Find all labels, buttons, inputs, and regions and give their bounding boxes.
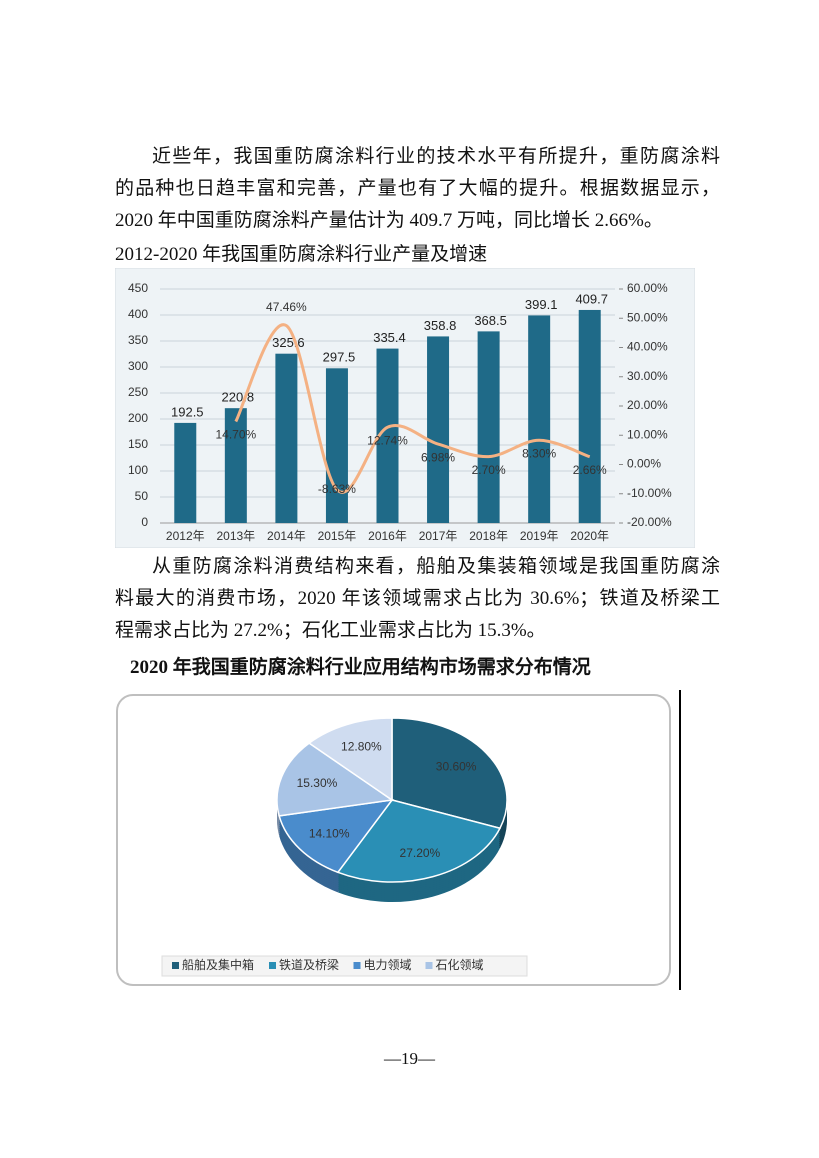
- y2-tick-label: -10.00%: [627, 486, 672, 500]
- bar: [578, 309, 601, 523]
- bar-label: 325.6: [272, 335, 305, 350]
- legend-label: 船舶及集中箱: [182, 957, 254, 972]
- bar-label: 358.8: [424, 318, 457, 333]
- line-label: 47.46%: [266, 300, 307, 314]
- pie-slice: [336, 799, 502, 883]
- pie-slice: [391, 717, 508, 830]
- line-label: 2.70%: [472, 463, 506, 477]
- paragraph-line: 程需求占比为 27.2%；石化工业需求占比为 15.3%。: [115, 620, 546, 641]
- bar-label: 335.4: [373, 330, 406, 345]
- paragraph-line: 2020 年中国重防腐涂料产量估计为 409.7 万吨，同比增长 2.66%。: [115, 210, 663, 231]
- slice-label: 27.20%: [400, 846, 441, 860]
- slice-label: 15.30%: [297, 776, 338, 790]
- x-tick-label: 2019年: [520, 529, 559, 543]
- y2-tick-label: 0.00%: [627, 457, 661, 471]
- y-tick-label: 300: [128, 359, 148, 373]
- chart-caption: 2012-2020 年我国重防腐涂料行业产量及增速: [115, 244, 488, 265]
- y2-tick-label: 30.00%: [627, 369, 668, 383]
- paragraph-line: 从重防腐涂料消费结构来看，船舶及集装箱领域是我国重防腐涂: [152, 556, 720, 577]
- y2-tick-label: 60.00%: [627, 281, 668, 295]
- bar: [477, 331, 500, 523]
- chart-caption: 2020 年我国重防腐涂料行业应用结构市场需求分布情况: [130, 657, 591, 678]
- slice-label: 30.60%: [436, 759, 477, 773]
- line-label: 6.98%: [421, 450, 455, 464]
- y-tick-label: 400: [128, 307, 148, 321]
- y2-tick-label: 40.00%: [627, 340, 668, 354]
- y-tick-label: 50: [135, 489, 149, 503]
- legend-label: 电力领域: [364, 958, 412, 972]
- y2-tick-label: 50.00%: [627, 310, 668, 324]
- line: [234, 323, 591, 494]
- y-tick-label: 150: [128, 437, 148, 451]
- x-tick-label: 2012年: [166, 529, 205, 543]
- legend-label: 铁道及桥梁: [279, 957, 339, 972]
- bar: [224, 408, 247, 523]
- line-label: -8.63%: [318, 482, 356, 496]
- pie-slice: [307, 717, 393, 802]
- y-tick-label: 0: [141, 515, 148, 529]
- bar: [376, 348, 399, 523]
- pie-chart: 30.60% 27.20% 14.10% 15.30% 12.80% 船舶及集中箱 铁道及桥…: [116, 690, 681, 990]
- bar: [325, 368, 348, 523]
- page-number: —19—: [384, 1049, 435, 1068]
- paragraph-line: 料最大的消费市场，2020 年该领域需求占比为 30.6%；铁道及桥梁工: [115, 588, 720, 609]
- legend-swatch: [269, 962, 276, 969]
- line-label: 2.66%: [573, 463, 607, 477]
- pie-slice: [276, 742, 395, 817]
- x-tick-label: 2017年: [419, 529, 458, 543]
- paragraph-line: 的品种也日趋丰富和完善，产量也有了大幅的提升。根据数据显示，: [115, 178, 720, 199]
- bar-label: 368.5: [474, 313, 507, 328]
- legend-swatch: [425, 962, 433, 969]
- x-tick-label: 2014年: [267, 529, 306, 543]
- legend-swatch: [353, 962, 361, 969]
- y2-tick-label: 20.00%: [627, 398, 668, 412]
- legend-swatch: [172, 962, 179, 969]
- legend-label: 石化领域: [436, 958, 484, 972]
- bar: [427, 336, 450, 523]
- bar-line-chart: 0 50 100 150 200 250 300 350 400 450 -20.00% -10.00…: [115, 268, 695, 548]
- x-tick-label: 2013年: [216, 529, 255, 543]
- line-label: 14.70%: [215, 428, 256, 442]
- y-tick-label: 350: [128, 333, 148, 347]
- bar: [275, 353, 298, 523]
- line-label: 12.74%: [367, 433, 408, 447]
- bar-label: 192.5: [171, 404, 204, 419]
- line-label: 8.30%: [522, 446, 556, 460]
- bar: [174, 422, 197, 523]
- x-tick-label: 2016年: [368, 529, 407, 543]
- y-tick-label: 100: [128, 463, 148, 477]
- legend-box: [161, 955, 528, 977]
- slice-label: 14.10%: [309, 826, 350, 840]
- bar-label: 409.7: [575, 291, 608, 306]
- paragraph-line: 近些年，我国重防腐涂料行业的技术水平有所提升，重防腐涂料: [152, 146, 720, 167]
- pie-slice: [278, 799, 394, 874]
- y-tick-label: 450: [128, 281, 148, 295]
- x-tick-label: 2015年: [318, 529, 357, 543]
- bar-label: 297.5: [323, 350, 356, 365]
- bar-label: 220.8: [222, 390, 255, 405]
- x-tick-label: 2018年: [469, 529, 508, 543]
- y2-tick-label: -20.00%: [627, 515, 672, 529]
- slice-label: 12.80%: [341, 739, 382, 753]
- y2-tick-label: 10.00%: [627, 427, 668, 441]
- y-tick-label: 250: [128, 385, 148, 399]
- y-tick-label: 200: [128, 411, 148, 425]
- bar-label: 399.1: [525, 297, 558, 312]
- bar: [528, 315, 551, 523]
- x-tick-label: 2020年: [570, 529, 609, 543]
